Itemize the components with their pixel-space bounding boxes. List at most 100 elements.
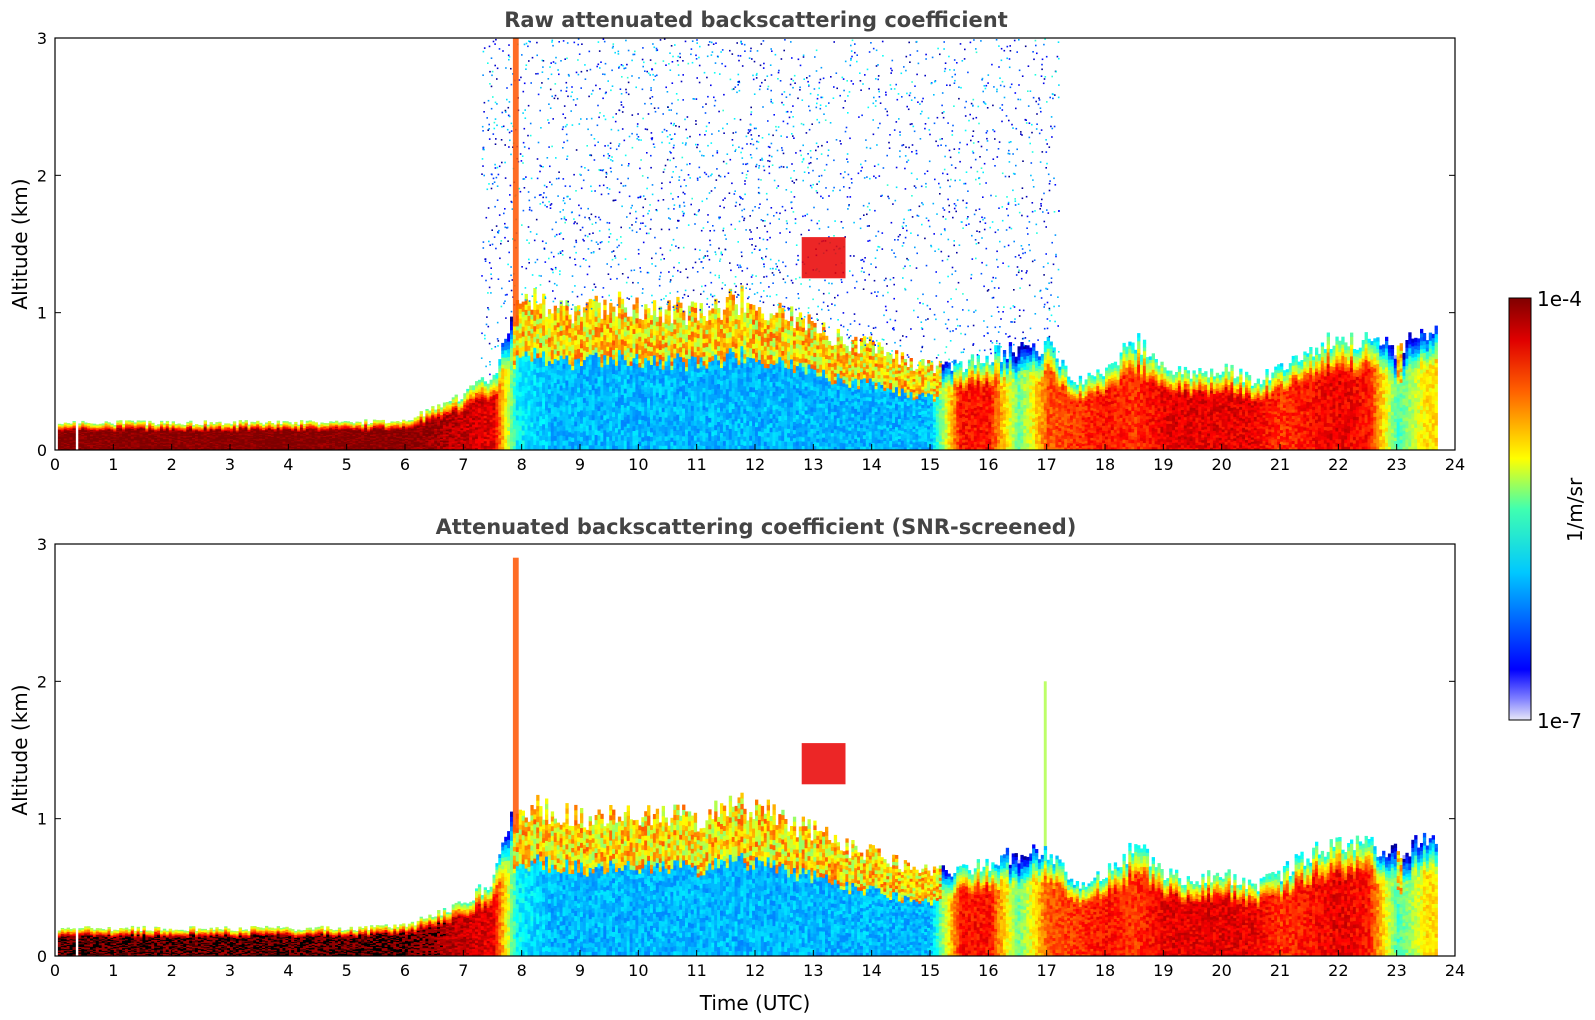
profile-column	[347, 421, 350, 450]
profile-column	[61, 424, 64, 450]
profile-column	[259, 423, 262, 451]
profile-column	[128, 420, 131, 450]
profile-column	[326, 423, 329, 450]
profile-column	[180, 425, 183, 451]
profile-column	[81, 421, 84, 451]
profile-column	[250, 422, 253, 451]
heatmap-cell	[300, 420, 303, 421]
profile-column	[390, 421, 393, 450]
profile-column	[215, 422, 218, 450]
profile-column	[332, 422, 335, 451]
heatmap-cell	[262, 425, 265, 426]
panel-title: Raw attenuated backscattering coefficien…	[504, 8, 1008, 32]
heatmap-cell	[268, 421, 271, 422]
profile-column	[140, 421, 143, 451]
profile-column	[99, 424, 102, 451]
profile-column	[367, 424, 370, 450]
profile-column	[385, 423, 388, 450]
heatmap-cell	[105, 421, 108, 422]
heatmap-cell	[291, 424, 294, 425]
heatmap-cell	[96, 424, 99, 425]
profile-column	[189, 421, 192, 451]
heatmap-cell	[280, 424, 283, 425]
heatmap-cell	[166, 421, 169, 422]
profile-column	[224, 423, 227, 450]
heatmap-cell	[329, 421, 332, 422]
profile-column	[329, 421, 332, 450]
heatmap-cell	[110, 424, 113, 425]
heatmap-cell	[385, 423, 388, 424]
profile-column	[355, 422, 358, 451]
heatmap-cell	[122, 424, 125, 425]
profile-column	[204, 420, 207, 450]
heatmap-cell	[297, 425, 300, 426]
heatmap-cell	[341, 422, 344, 423]
profile-column	[320, 423, 323, 451]
heatmap-cell	[58, 424, 61, 425]
heatmap-cell	[283, 421, 286, 422]
profile-column	[242, 422, 245, 451]
heatmap-cell	[210, 422, 213, 423]
heatmap-cell	[93, 424, 96, 425]
heatmap-cell	[198, 425, 201, 426]
heatmap-cell	[102, 423, 105, 424]
profile-column	[172, 421, 175, 450]
heatmap-cell	[323, 423, 326, 424]
profile-column	[198, 425, 201, 451]
profile-column	[399, 422, 402, 450]
profile-column	[236, 425, 239, 450]
heatmap-cell	[364, 419, 367, 420]
heatmap-cell	[108, 422, 111, 423]
heatmap-cell	[274, 425, 277, 426]
profile-column	[131, 421, 134, 451]
heatmap-cell	[309, 420, 312, 421]
profile-column	[178, 424, 181, 451]
heatmap-cell	[218, 422, 221, 423]
heatmap-cell	[230, 424, 233, 425]
profile-column	[201, 425, 204, 450]
profile-column	[70, 424, 73, 451]
profile-column	[268, 421, 271, 450]
heatmap-cell	[160, 421, 163, 422]
profile-column	[393, 422, 396, 451]
profile-column	[105, 421, 108, 450]
profile-column	[382, 420, 385, 451]
profile-column	[364, 419, 367, 450]
profile-column	[396, 421, 399, 450]
heatmap-cell	[180, 425, 183, 426]
heatmap-cell	[367, 424, 370, 425]
profile-column	[297, 425, 300, 451]
profile-column	[309, 420, 312, 450]
profile-column	[277, 421, 280, 451]
heatmap-cell	[99, 424, 102, 425]
heatmap-cell	[373, 420, 376, 421]
profile-column	[370, 423, 373, 450]
profile-column	[248, 425, 251, 451]
heatmap-cell	[148, 421, 151, 422]
profile-column	[207, 425, 210, 451]
heatmap-cell	[204, 420, 207, 421]
heatmap-cell	[253, 422, 256, 423]
heatmap-cell	[137, 420, 140, 421]
heatmap-cell	[355, 422, 358, 423]
profile-column	[148, 421, 151, 451]
profile-column	[154, 425, 157, 450]
heatmap-cell	[78, 423, 81, 424]
heatmap-cell	[318, 425, 321, 426]
heatmap-cell	[370, 423, 373, 424]
heatmap-cell	[116, 421, 119, 422]
profile-column	[116, 421, 119, 451]
profile-column	[388, 423, 391, 451]
profile-column	[315, 422, 318, 450]
profile-column	[291, 424, 294, 450]
heatmap-cell	[353, 423, 356, 424]
profile-column	[233, 421, 236, 450]
profile-column	[125, 420, 128, 450]
heatmap-cell	[350, 422, 353, 423]
heatmap-cell	[189, 421, 192, 422]
heatmap-cell	[259, 423, 262, 424]
heatmap-cell	[361, 425, 364, 426]
profile-column	[318, 425, 321, 451]
profile-column	[186, 422, 189, 451]
